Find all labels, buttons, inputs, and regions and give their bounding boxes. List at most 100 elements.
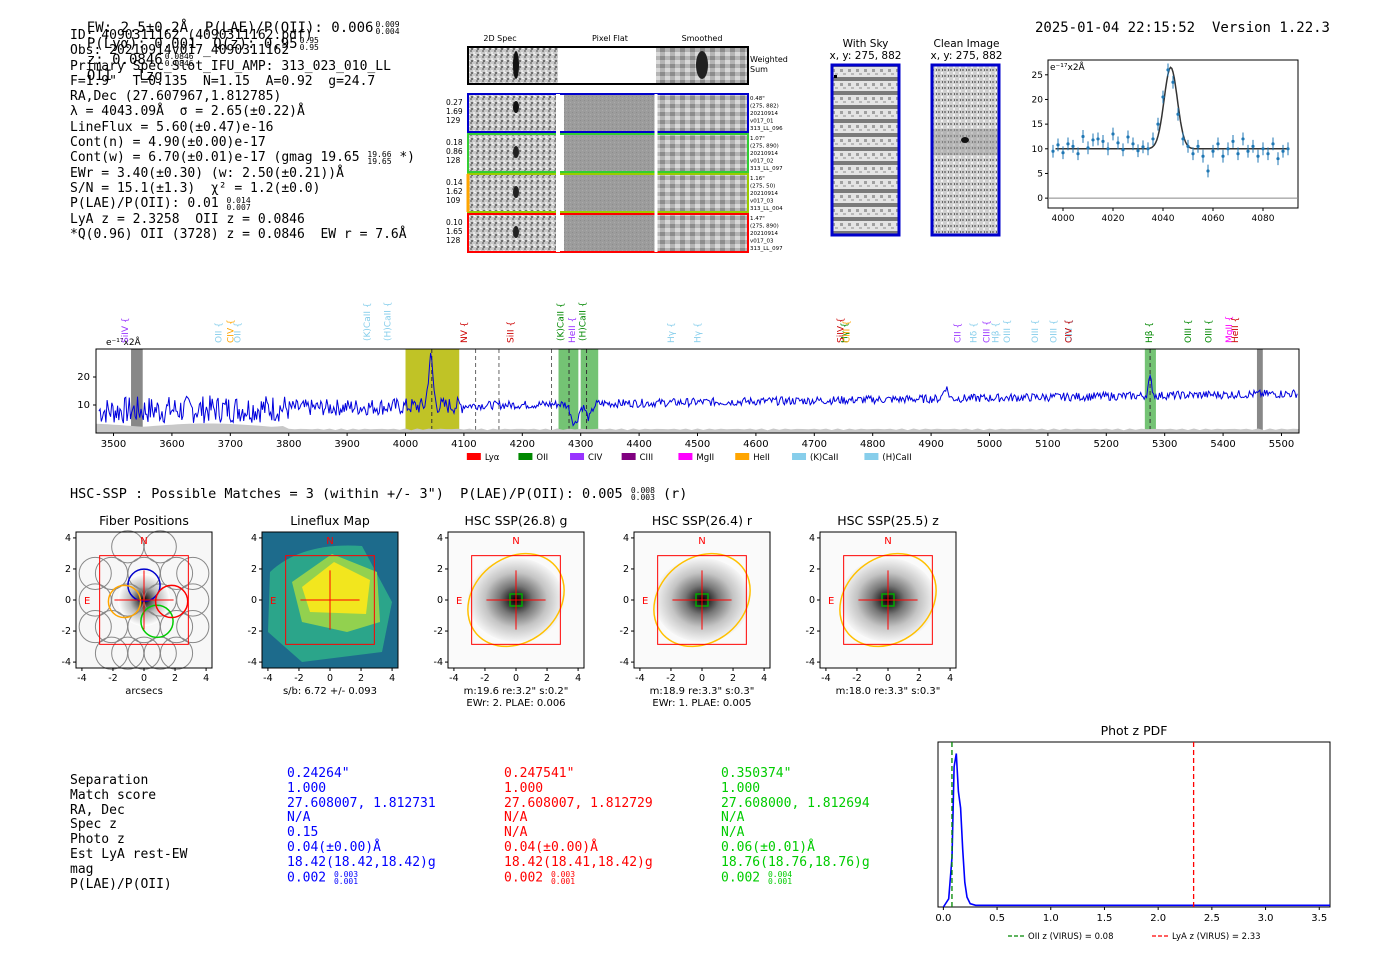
lineflux-map-peak — [302, 562, 370, 614]
spectrum-mask-band — [131, 349, 143, 433]
spectrum-line-label: CII { — [953, 323, 963, 343]
spectrum-line-label: OII { — [215, 322, 225, 343]
spectrum-ytick-label: 10 — [77, 400, 90, 411]
fiber-highlight-orange — [107, 584, 142, 619]
spectrum-xtick-label: 5200 — [1094, 439, 1119, 450]
pdf-xtick-label: 3.0 — [1258, 913, 1274, 924]
hsc-aperture-ellipse — [653, 552, 751, 648]
east-label: E — [828, 596, 834, 607]
fiber-row-stamp: (275, 50) — [750, 184, 775, 190]
zoom-ytick-label: 15 — [1032, 120, 1043, 130]
north-label: N — [698, 536, 705, 547]
pdf-xtick-label: 2.5 — [1204, 913, 1220, 924]
match-1-mag: 18.42(18.42,18.42)g — [287, 854, 436, 870]
label-plae: P(LAE)/P(OII) — [70, 876, 172, 892]
weighted-sum-label-2: Sum — [750, 65, 768, 74]
image-xtick-label: 0 — [885, 673, 891, 684]
image-xtick-label: 2 — [916, 673, 922, 684]
pdf-legend-lya: LyA z (VIRUS) = 2.33 — [1172, 932, 1261, 942]
match-column-3: 0.350374" 1.000 27.608000, 1.812694 N/A … — [721, 766, 870, 886]
hsc-summary-sup: 0.008 — [630, 486, 655, 495]
header-z-sup: 0.0846 — [164, 52, 194, 61]
image-ytick-label: -2 — [62, 626, 71, 637]
weighted-sum-row — [467, 46, 749, 85]
zoom-data-point — [1106, 147, 1110, 151]
image-xtick-label: -4 — [635, 673, 644, 684]
fiber-row-value: 0.86 — [446, 147, 463, 156]
fiber-row-stamp: 313_LL_004 — [750, 206, 783, 212]
info-sn: S/N = 15.1(±1.3) χ² = 1.2(±0.0) — [70, 180, 321, 196]
spectrum-xtick-label: 4900 — [918, 439, 943, 450]
spectrum-legend-label: CIII — [640, 453, 653, 463]
zoom-data-point — [1276, 157, 1280, 161]
info-ewr: EWr = 3.40(±0.30) (w: 2.50(±0.21))Å — [70, 165, 344, 181]
image-xtick-label: 4 — [203, 673, 209, 684]
image-panel: HSC SSP(26.4) r N E -4 -4 -2 -2 0 0 2 2 4 4 m:18.9 re… — [620, 513, 771, 709]
spectrum-legend-swatch — [864, 453, 879, 460]
weighted-sum-smoothed-emission — [696, 51, 708, 79]
image-xtick-label: -2 — [480, 673, 489, 684]
fiber-row-stamp: (275, 890) — [750, 224, 779, 230]
zoom-data-point — [1226, 147, 1230, 151]
image-panel: HSC SSP(25.5) z N E -4 -4 -2 -2 0 0 2 2 4 4 m:18.0 re… — [806, 513, 957, 697]
image-panel: HSC SSP(26.8) g N E -4 -4 -2 -2 0 0 2 2 4 4 m:19.6 re… — [434, 513, 585, 709]
image-ytick-label: 4 — [623, 533, 629, 544]
east-label: E — [270, 596, 276, 607]
spectrum-legend-swatch — [466, 453, 481, 460]
info-contw: Cont(w) = 6.70(±0.01)e-17 (gmag 19.65 19… — [70, 150, 415, 165]
zoom-ytick-label: 25 — [1032, 71, 1043, 81]
image-panel-title: HSC SSP(26.4) r — [652, 513, 753, 528]
match-1-separation: 0.24264" — [287, 766, 350, 781]
aperture-box — [843, 555, 933, 645]
image-panel-title: Lineflux Map — [290, 513, 370, 528]
image-xtick-label: 0 — [327, 673, 333, 684]
image-xtick-label: 2 — [544, 673, 550, 684]
info-plae-sub: 0.007 — [226, 202, 251, 212]
fiber-row-value: 1.62 — [446, 187, 463, 196]
image-caption-2: EWr: 2. PLAE: 0.006 — [466, 698, 565, 709]
info-primary: Primary Spec_Slot_IFU_AMP: 313_023_010_L… — [70, 58, 391, 74]
phot-z-pdf-chart: Phot z PDF 0.0 0.5 1.0 1.5 2.0 2.5 3.0 3.5 OII z … — [935, 723, 1331, 942]
image-ytick-label: 2 — [65, 564, 71, 575]
fiber-row-stamp: v017_01 — [750, 119, 774, 125]
image-ytick-label: -4 — [434, 657, 443, 668]
east-label: E — [642, 596, 648, 607]
label-spec-z: Spec z — [70, 817, 117, 833]
fiber-outline — [143, 530, 177, 564]
match-3-ew: 0.06(±0.01)Å — [721, 839, 815, 855]
info-lyaz: LyA z = 2.3258 OII z = 0.0846 — [70, 211, 305, 227]
spectrum-line-label: SiIV { — [837, 317, 847, 343]
image-ytick-label: 2 — [437, 564, 443, 575]
info-plae-text: P(LAE)/P(OII): 0.01 — [70, 196, 219, 212]
line-fit-chart: e⁻¹⁷x2Å 0 5 10 15 20 25 4000 4020 4040 4060 4080 — [1032, 59, 1299, 224]
spectrum-line-label: MgII { — [1225, 316, 1235, 343]
label-photo-z: Photo z — [70, 832, 125, 848]
pdf-xtick-label: 3.5 — [1311, 913, 1327, 924]
spectrum-xtick-label: 5000 — [977, 439, 1002, 450]
clean-image-coords: x, y: 275, 882 — [930, 50, 1003, 62]
header-tag: lzg — [137, 68, 163, 84]
fiber-row-count: 128 — [446, 156, 461, 165]
fiber-row-value: 1.69 — [446, 107, 463, 116]
hsc-aperture-ellipse — [839, 552, 937, 648]
aperture-box — [99, 555, 189, 645]
fiber-outline — [159, 556, 194, 590]
image-xtick-label: 2 — [358, 673, 364, 684]
fiber-row-weight: 0.14 — [446, 178, 463, 187]
zoom-data-point — [1221, 154, 1225, 158]
spectrum-line-label: CIII { — [983, 320, 993, 343]
fiber-row-stamp: (275, 882) — [750, 104, 779, 110]
fiber-row-stamp: v017_03 — [750, 199, 774, 205]
spectrum-xtick-label: 4600 — [743, 439, 768, 450]
zoom-data-point — [1231, 139, 1235, 143]
zoom-data-point — [1091, 138, 1095, 142]
image-xtick-label: 4 — [761, 673, 767, 684]
header-datetime: 2025-01-04 22:15:52 — [1034, 20, 1196, 36]
east-label: E — [84, 596, 90, 607]
fiber-row-4 — [467, 213, 749, 253]
hsc-aperture-ellipse — [467, 552, 565, 648]
spectrum-line-label: OIII { — [1050, 319, 1060, 343]
zoom-data-point — [1126, 135, 1130, 139]
pdf-xtick-label: 1.0 — [1043, 913, 1059, 924]
hsc-summary-sub: 0.003 — [630, 493, 655, 502]
